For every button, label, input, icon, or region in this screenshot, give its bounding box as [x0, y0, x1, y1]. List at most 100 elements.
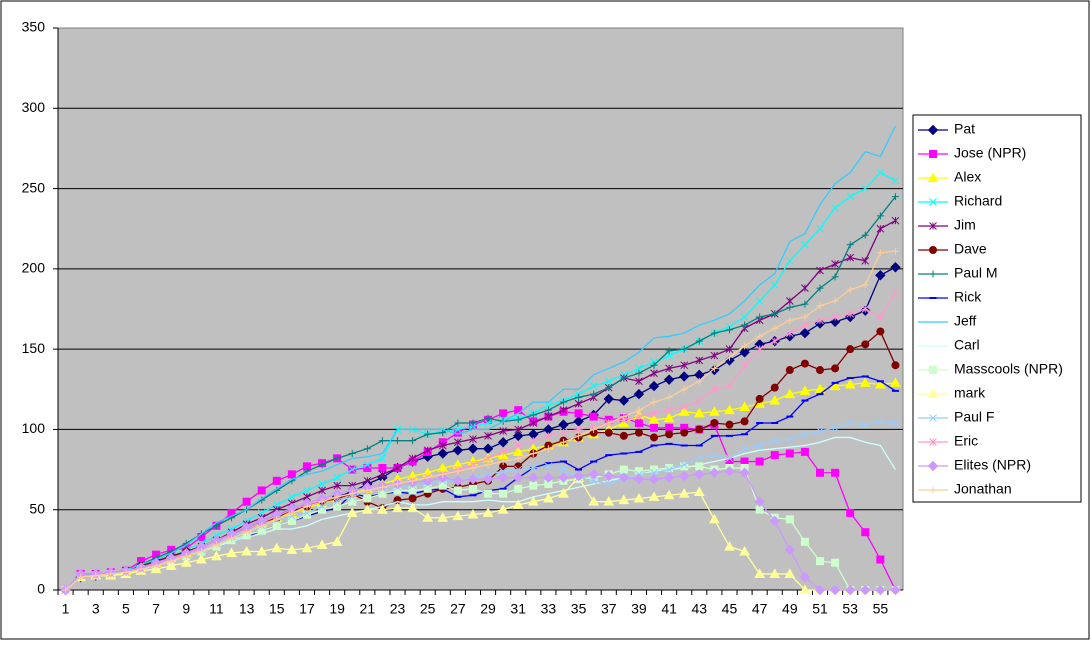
y-tick-label: 350 [22, 19, 46, 35]
data-point [394, 480, 402, 488]
y-tick-label: 0 [37, 581, 45, 597]
data-point [665, 347, 673, 355]
data-point [182, 552, 190, 560]
data-point [799, 584, 811, 594]
data-point [876, 212, 884, 220]
data-point [454, 467, 462, 475]
data-point [831, 313, 839, 321]
data-point [739, 401, 750, 411]
data-point [710, 419, 719, 428]
data-point [454, 419, 462, 427]
data-point [891, 216, 900, 225]
data-point [710, 385, 719, 394]
x-tick-label: 7 [152, 601, 160, 617]
data-point [589, 412, 598, 421]
x-tick-label: 23 [390, 601, 406, 617]
plot-area [57, 27, 904, 591]
x-tick-label: 5 [122, 601, 130, 617]
data-point [844, 584, 856, 596]
data-point [650, 433, 659, 442]
data-point [409, 437, 417, 445]
data-point [770, 436, 779, 445]
y-tick-label: 100 [22, 420, 46, 436]
data-point [680, 361, 689, 370]
data-point [438, 441, 447, 450]
data-point [831, 297, 839, 305]
data-point [771, 324, 779, 332]
legend-label: Eric [954, 433, 978, 449]
data-point [152, 562, 160, 570]
data-point [755, 505, 764, 514]
data-point [604, 480, 613, 488]
data-point [409, 477, 417, 485]
data-point [393, 464, 402, 472]
data-point [846, 286, 854, 294]
x-tick-label: 21 [360, 601, 376, 617]
data-point [800, 359, 809, 368]
data-point [469, 435, 477, 443]
data-point [544, 462, 553, 471]
data-point [514, 484, 523, 493]
data-point [801, 300, 809, 308]
data-point [452, 510, 464, 521]
data-point [860, 584, 871, 596]
data-point [755, 441, 764, 450]
data-point [784, 388, 796, 399]
data-point [739, 545, 750, 556]
data-point [786, 316, 794, 324]
data-point [363, 486, 371, 494]
data-point [303, 486, 311, 495]
data-point [589, 382, 598, 390]
data-point [891, 361, 900, 370]
data-point [408, 454, 417, 463]
data-point [695, 425, 704, 434]
data-point [725, 454, 734, 463]
legend-marker [929, 222, 937, 230]
data-point [497, 504, 509, 514]
data-point [740, 417, 749, 426]
data-point [755, 394, 764, 403]
data-point [499, 489, 508, 498]
data-point [801, 321, 809, 329]
data-point [634, 419, 643, 428]
data-point [739, 467, 750, 478]
data-point [318, 502, 326, 511]
data-point [575, 393, 583, 401]
legend-label: Paul M [954, 265, 998, 281]
data-point [333, 493, 341, 501]
data-point [618, 395, 630, 406]
data-point [482, 473, 494, 485]
data-point [784, 544, 796, 556]
data-point [288, 493, 296, 501]
data-point [633, 473, 645, 485]
data-point [890, 584, 901, 596]
data-point [454, 438, 462, 447]
data-point [92, 572, 100, 580]
x-tick-label: 45 [722, 601, 738, 617]
data-point [588, 496, 600, 506]
data-point [604, 428, 613, 437]
data-point [663, 412, 675, 423]
data-point [678, 470, 690, 482]
data-point [650, 409, 658, 418]
data-point [891, 193, 899, 201]
data-point [378, 483, 386, 491]
x-tick-label: 31 [510, 601, 526, 617]
data-point [484, 419, 492, 427]
data-point [482, 507, 494, 517]
data-point [529, 436, 538, 445]
data-point [770, 451, 779, 460]
data-point [378, 470, 387, 479]
x-tick-label: 27 [450, 601, 466, 617]
data-point [861, 420, 870, 429]
data-point [363, 445, 371, 453]
data-point [211, 550, 222, 561]
data-point [634, 428, 643, 437]
data-point [271, 542, 283, 553]
data-point [333, 473, 342, 482]
data-point [377, 504, 388, 514]
data-point [816, 284, 824, 292]
data-point [348, 465, 357, 474]
data-point [453, 486, 462, 495]
data-point [740, 444, 749, 453]
